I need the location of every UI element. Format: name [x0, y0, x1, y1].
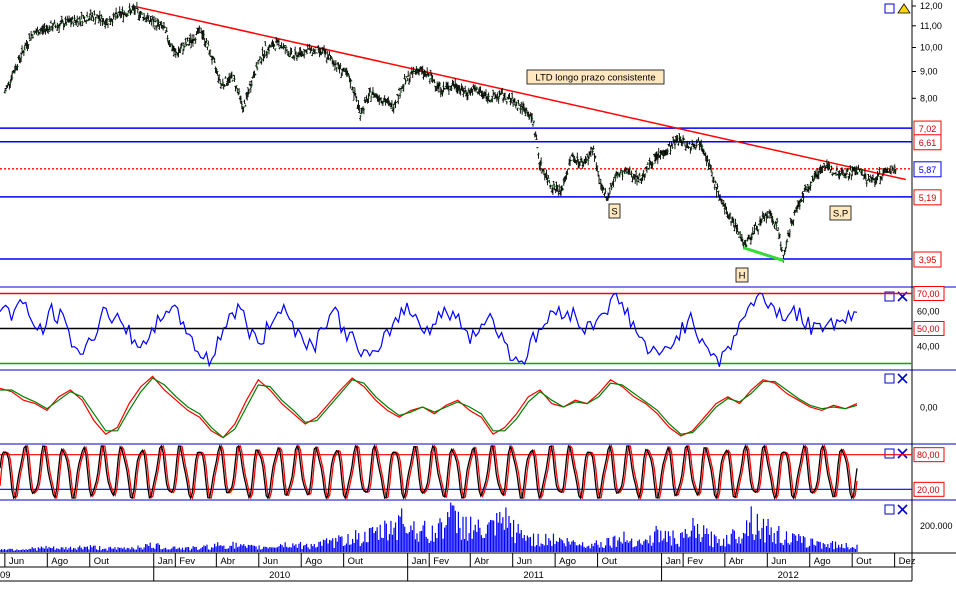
level-value-box [913, 161, 942, 178]
month-label: Jun [517, 556, 532, 567]
level-value-label: 3,95 [919, 255, 937, 265]
oscillator-fast-line [0, 375, 858, 439]
rsi-line [0, 292, 858, 368]
level-value-label: 5,87 [919, 165, 937, 175]
month-label: Out [602, 556, 618, 567]
level-value-label: 7,02 [919, 124, 937, 134]
month-label: Abr [474, 556, 489, 567]
annotation-label: H [739, 271, 746, 282]
rsi-level-box [913, 286, 945, 301]
rsi-maximize-icon[interactable] [884, 291, 895, 302]
month-label: Jan [158, 556, 173, 567]
price-tick-label: 12,00 [920, 1, 943, 11]
alert-icon[interactable] [897, 3, 911, 14]
annotation-box [526, 69, 665, 85]
price-tick-label: 11,00 [920, 21, 942, 31]
level-value-box [913, 134, 942, 151]
month-label: Jun [771, 556, 786, 567]
level-value-box [913, 189, 942, 206]
price-bars [3, 1, 897, 263]
month-label: Jun [263, 556, 278, 567]
month-label: Ago [814, 556, 831, 567]
downtrend-line [136, 6, 906, 181]
annotation-box [608, 203, 621, 219]
volume-tick-label: 200.000 [920, 521, 953, 531]
stochastic-level-box [913, 447, 945, 463]
annotation-box [829, 205, 852, 221]
annotation-label: S.P [833, 209, 848, 220]
volume-bars [0, 502, 858, 552]
year-label: 2012 [778, 570, 799, 581]
stochastic-maximize-icon[interactable] [884, 448, 895, 459]
rsi-tick-label: 40,00 [917, 342, 940, 352]
month-label: Abr [729, 556, 744, 567]
month-label: Out [348, 556, 364, 567]
month-label: Jan [412, 556, 427, 567]
price-tick-label: 9,00 [920, 67, 938, 77]
month-label: Jun [9, 556, 24, 567]
stochastic-tick-label: 20,00 [917, 485, 940, 495]
level-value-box [913, 251, 942, 268]
annotation-box [735, 267, 749, 283]
rsi-level-box [913, 321, 945, 336]
stochastic-close-icon[interactable] [897, 448, 908, 459]
rsi-tick-label: 70,00 [917, 289, 940, 299]
volume-close-icon[interactable] [897, 504, 908, 515]
year-label: 2010 [269, 570, 290, 581]
divergence-line [743, 246, 785, 263]
price-maximize-icon[interactable] [884, 3, 895, 14]
oscillator-close-icon[interactable] [897, 373, 908, 384]
stochastic-level-box [913, 481, 945, 497]
price-tick-label: 8,00 [920, 93, 938, 103]
month-label: Abr [220, 556, 235, 567]
price-tick-label: 10,00 [920, 43, 943, 53]
stochastic-d-line [0, 444, 858, 500]
month-label: Out [856, 556, 872, 567]
month-label: Ago [305, 556, 322, 567]
month-label: Jan [666, 556, 681, 567]
year-label: 2011 [523, 570, 543, 581]
month-label: Fev [433, 556, 449, 567]
month-label: Ago [51, 556, 68, 567]
month-label: Ago [559, 556, 576, 567]
rsi-tick-label: 60,00 [917, 307, 940, 317]
rsi-tick-label: 50,00 [917, 324, 940, 334]
oscillator-signal-line [0, 377, 858, 439]
stochastic-tick-label: 80,00 [917, 450, 940, 460]
level-value-label: 6,61 [919, 138, 937, 148]
month-label: Dez [899, 556, 916, 567]
volume-maximize-icon[interactable] [884, 504, 895, 515]
year-label: 09 [0, 570, 11, 581]
level-value-label: 5,19 [919, 193, 937, 203]
oscillator-tick-label: 0,00 [920, 403, 938, 413]
month-label: Out [94, 556, 110, 567]
month-label: Fev [687, 556, 703, 567]
annotation-label: LTD longo prazo consistente [535, 73, 655, 84]
annotation-label: S [611, 207, 617, 218]
oscillator-maximize-icon[interactable] [884, 373, 895, 384]
month-label: Fev [179, 556, 195, 567]
